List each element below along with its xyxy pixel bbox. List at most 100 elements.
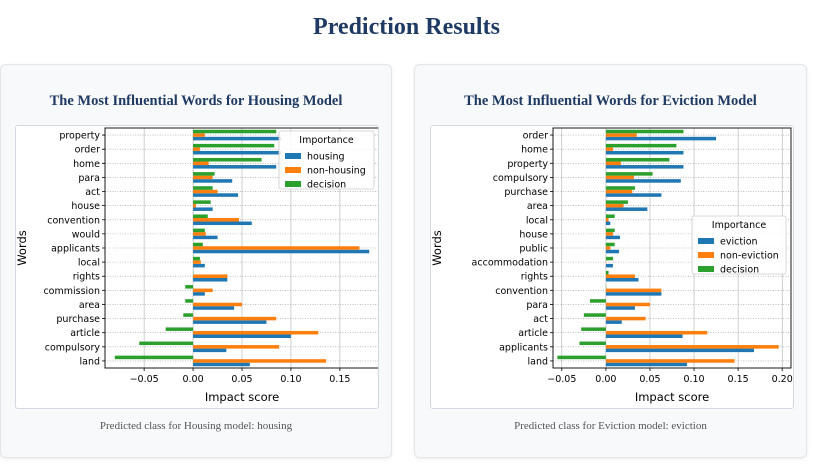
bar-decision [193,158,262,162]
bar-eviction [605,193,662,197]
bar-non-housing [193,161,209,166]
legend-swatch-non-housing [285,167,301,173]
bar-housing [193,165,277,169]
bar-eviction [605,150,684,155]
bar-non-eviction [605,147,613,151]
x-tick-label: 0.15 [329,374,350,385]
bar-eviction [605,320,622,324]
bar-non-housing [193,359,327,363]
bar-decision [605,214,615,218]
bar-non-housing [193,330,319,335]
bar-housing [193,306,235,310]
bar-decision [139,341,194,346]
housing-chart-title: The Most Influential Words for Housing M… [49,93,343,109]
legend-swatch-non-eviction [698,252,714,258]
bar-housing [193,292,205,296]
bar-decision [605,186,635,190]
bar-housing [193,221,252,226]
y-tick-label: local [78,258,100,269]
y-tick-label: compulsory [45,342,101,353]
bar-eviction [605,207,648,211]
bar-non-housing [193,288,213,293]
bar-non-eviction [605,175,635,180]
bar-housing [193,235,218,240]
legend-label-non-eviction: non-eviction [720,251,779,262]
plot-frame [552,127,792,369]
bar-non-eviction [605,274,635,278]
bar-non-eviction [605,161,621,166]
legend-title: Importance [299,135,354,146]
bar-non-eviction [605,218,609,222]
bar-non-eviction [605,302,650,307]
x-tick-label: 0.00 [595,374,616,385]
bar-non-eviction [605,189,633,194]
y-tick-label: property [59,131,100,142]
y-tick-label: article [70,328,100,339]
bar-housing [193,179,233,183]
bar-decision [193,256,200,261]
page-title: Prediction Results [313,14,500,40]
bar-eviction [605,179,681,183]
bar-non-eviction [605,345,779,349]
bar-decision [193,242,203,247]
bar-decision [193,143,275,148]
x-tick-label: 0.15 [728,374,749,385]
x-axis-label: Impact score [205,390,279,404]
y-tick-label: home [521,145,548,156]
x-tick-label: 0.05 [231,374,252,385]
bar-housing [193,334,291,338]
y-tick-label: accommodation [472,258,548,269]
y-tick-label: applicants [51,244,100,255]
legend-swatch-eviction [698,238,714,244]
legend-swatch-housing [285,153,301,159]
bar-housing [193,278,228,282]
bar-eviction [605,165,684,169]
bar-decision [605,270,609,275]
bar-eviction [605,292,662,296]
y-tick-label: home [73,159,100,170]
legend-box [691,215,787,275]
y-tick-label: would [72,229,100,240]
bar-eviction [605,362,687,367]
legend-swatch-decision [698,266,714,272]
y-tick-label: land [527,356,548,367]
legend-label-eviction: eviction [720,237,758,248]
bar-non-housing [193,232,206,236]
bar-eviction [605,136,717,141]
bar-housing [193,150,282,155]
bar-decision [557,355,606,360]
legend-label-housing: housing [307,152,345,163]
bar-non-housing [193,175,213,180]
bar-non-housing [193,218,240,222]
bar-non-housing [193,302,242,307]
bar-decision [605,129,684,134]
bar-non-eviction [605,316,646,321]
y-tick-label: public [519,244,548,255]
bar-eviction [605,249,620,254]
bar-housing [193,136,282,141]
bar-non-eviction [605,359,735,363]
y-tick-label: order [75,145,100,156]
bar-non-housing [193,274,228,278]
bar-eviction [605,263,613,268]
bar-decision [183,313,194,317]
bar-non-housing [193,189,218,194]
bar-non-eviction [605,232,613,236]
bar-decision [185,299,194,303]
legend-label-non-housing: non-housing [307,166,366,177]
bar-decision [193,228,205,233]
x-tick-label: 0.10 [280,374,301,385]
legend-swatch-decision [285,181,301,187]
bar-decision [605,228,615,233]
bar-non-housing [193,133,205,137]
bar-non-eviction [605,203,624,208]
bar-non-housing [193,260,201,264]
eviction-prediction-caption: Predicted class for Eviction model: evic… [514,420,707,432]
legend-label-decision: decision [720,265,759,276]
bar-non-housing [193,147,200,151]
y-tick-label: rights [73,272,100,283]
bar-housing [193,193,239,197]
y-tick-label: act [533,314,548,325]
y-tick-label: applicants [499,342,548,353]
bar-housing [193,249,370,254]
